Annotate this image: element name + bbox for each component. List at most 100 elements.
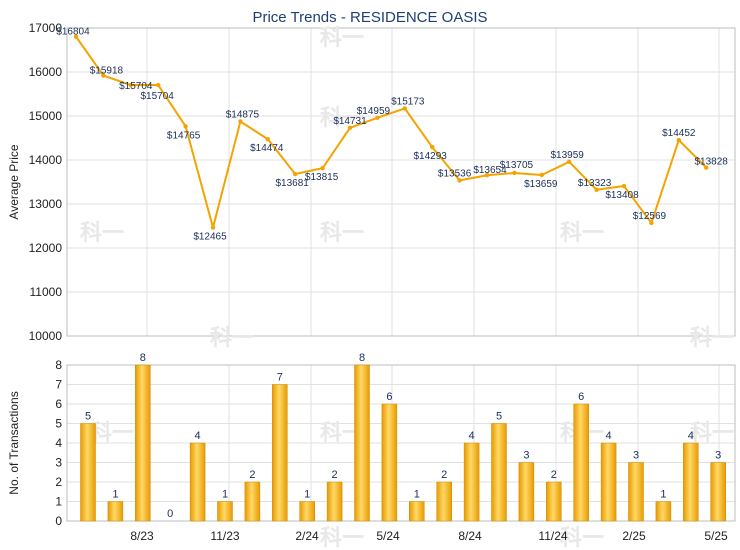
transaction-bar	[326, 481, 343, 522]
watermark-glyph: 科一	[560, 221, 604, 246]
transaction-bar	[628, 462, 644, 522]
price-data-label: $12465	[193, 232, 227, 243]
price-data-label: $13323	[578, 178, 612, 189]
watermark-glyph: 科一	[80, 221, 124, 246]
watermark-glyph: 科一	[690, 421, 734, 446]
price-point	[128, 82, 133, 88]
price-data-label: $14452	[662, 128, 696, 139]
price-data-label: $13705	[500, 160, 534, 171]
transactions-y-tick-label: 4	[55, 436, 62, 450]
transactions-y-tick-label: 8	[55, 358, 62, 372]
price-grid	[67, 27, 735, 337]
price-point	[676, 137, 681, 143]
price-data-label: $14765	[167, 130, 201, 141]
transaction-count-label: 6	[386, 391, 392, 403]
price-data-label: $15173	[391, 96, 425, 107]
transactions-y-tick-label: 1	[55, 495, 62, 509]
price-points	[73, 34, 709, 230]
price-point	[210, 225, 216, 230]
price-line	[75, 36, 707, 229]
transaction-count-label: 1	[414, 489, 420, 501]
transaction-count-label: 4	[606, 430, 612, 442]
price-data-label: $13815	[305, 172, 339, 183]
price-point	[594, 187, 599, 192]
transaction-count-label: 2	[441, 469, 447, 481]
price-point	[430, 144, 435, 150]
price-data-label: $14293	[414, 151, 448, 162]
price-plot-frame	[66, 27, 736, 337]
transaction-count-label: 3	[523, 450, 529, 462]
price-data-label: $13828	[695, 157, 729, 168]
price-point	[402, 106, 407, 111]
transaction-bar	[272, 384, 288, 522]
transactions-x-tick-label: 2/25	[622, 529, 646, 543]
price-data-label: $15704	[119, 81, 153, 92]
transaction-bar	[107, 501, 124, 522]
transactions-y-tick-label: 0	[55, 514, 62, 528]
transaction-count-label: 5	[496, 411, 502, 423]
transactions-x-tick-label: 8/23	[130, 529, 154, 543]
transaction-bar	[135, 364, 151, 522]
transactions-x-ticks: 8/23 11/23 2/24 5/24 8/24 11/24 2/25 5/25	[130, 529, 728, 543]
watermark-glyph: 科一	[320, 26, 364, 51]
watermark-glyph: 科一	[320, 106, 364, 131]
price-y-tick-label: 12000	[29, 241, 63, 255]
transaction-bar	[244, 481, 261, 522]
transaction-count-label: 1	[660, 489, 666, 501]
transaction-bar	[655, 501, 672, 522]
price-data-label: $15918	[90, 66, 124, 77]
watermark-glyph: 科一	[90, 421, 134, 446]
price-data-label: $14474	[250, 143, 284, 154]
transactions-plot-frame	[66, 364, 736, 522]
price-point	[347, 125, 353, 131]
transactions-y-tick-label: 2	[55, 475, 62, 489]
transaction-bar	[80, 423, 96, 522]
price-series-line	[75, 36, 707, 229]
transaction-count-label: 0	[167, 508, 173, 520]
price-point	[484, 173, 490, 178]
transaction-count-label: 1	[304, 489, 310, 501]
transactions-y-tick-label: 5	[55, 417, 62, 431]
transaction-bar	[436, 481, 452, 522]
watermark-glyph: 科一	[690, 326, 734, 351]
price-point	[265, 136, 270, 142]
transaction-count-label: 8	[140, 352, 146, 364]
price-point	[649, 220, 654, 226]
transaction-bar	[573, 403, 589, 522]
transaction-count-label: 3	[715, 450, 721, 462]
price-point	[101, 73, 106, 78]
transaction-count-label: 5	[85, 411, 91, 423]
price-y-tick-label: 10000	[29, 329, 63, 343]
price-point	[704, 165, 709, 170]
transaction-bar	[546, 481, 562, 522]
transaction-bar	[600, 442, 617, 522]
transaction-bar	[463, 442, 480, 522]
transaction-count-label: 2	[249, 469, 255, 481]
transaction-count-label: 1	[112, 489, 118, 501]
price-data-label: $13681	[276, 178, 310, 189]
transaction-count-label: 4	[195, 430, 201, 442]
transaction-count-label: 4	[688, 430, 694, 442]
price-point	[621, 183, 627, 189]
watermark-glyph: 科一	[560, 526, 604, 550]
transaction-count-label: 8	[359, 352, 365, 364]
price-data-label: $16804	[56, 27, 90, 38]
price-data-label: $13408	[605, 190, 639, 201]
price-data-label: $13654	[473, 165, 507, 176]
transactions-x-tick-label: 11/24	[538, 529, 567, 543]
price-y-tick-label: 11000	[30, 285, 63, 299]
price-data-label: $13959	[551, 150, 585, 161]
price-data-label: $15704	[141, 91, 175, 102]
transactions-y-tick-label: 7	[55, 378, 62, 392]
price-data-label: $14959	[357, 106, 391, 117]
price-point	[512, 170, 517, 176]
price-point	[457, 178, 462, 183]
transactions-x-tick-label: 5/24	[376, 529, 400, 543]
transactions-x-tick-label: 5/25	[704, 529, 728, 543]
price-point	[156, 82, 161, 88]
price-data-label: $13659	[524, 179, 558, 190]
transaction-count-label: 2	[551, 469, 557, 481]
price-y-ticks: 10000 11000 12000 13000 14000 15000 16000 17000	[29, 21, 63, 343]
